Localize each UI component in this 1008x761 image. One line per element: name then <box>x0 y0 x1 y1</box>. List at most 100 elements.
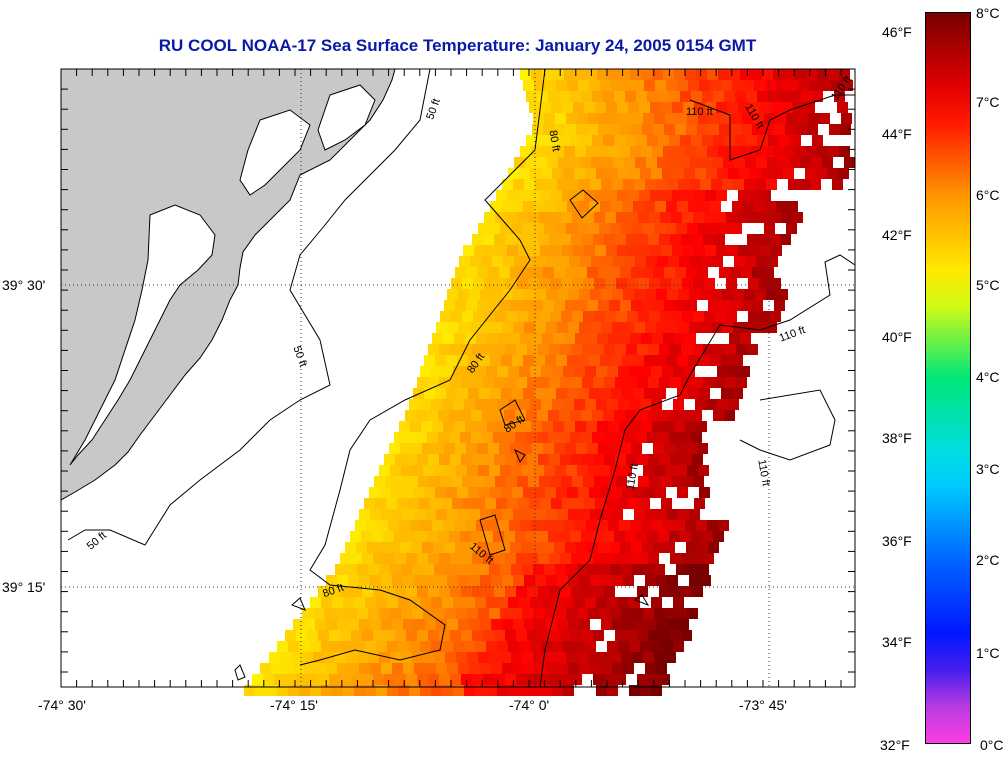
sst-cell <box>570 531 581 542</box>
sst-cell <box>610 564 621 575</box>
sst-cell <box>357 652 368 663</box>
sst-cell <box>244 685 255 696</box>
sst-cell <box>706 399 717 410</box>
sst-cell <box>681 344 692 355</box>
sst-cell <box>354 641 365 652</box>
sst-cell <box>661 498 672 509</box>
sst-cell <box>507 245 518 256</box>
sst-cell <box>497 685 508 696</box>
sst-cell <box>741 124 752 135</box>
sst-cell <box>547 256 558 267</box>
sst-cell <box>600 355 611 366</box>
sst-cell <box>728 399 739 410</box>
sst-cell <box>608 146 619 157</box>
sst-cell <box>444 542 455 553</box>
sst-cell <box>576 124 587 135</box>
sst-cell <box>642 124 653 135</box>
sst-cell <box>648 344 659 355</box>
sst-cell <box>412 652 423 663</box>
sst-cell <box>582 630 593 641</box>
sst-cell <box>581 410 592 421</box>
sst-cell <box>594 278 605 289</box>
sst-cell <box>549 344 560 355</box>
sst-cell <box>615 553 626 564</box>
sst-cell <box>447 663 458 674</box>
sst-cell <box>439 630 450 641</box>
sst-cell <box>395 674 406 685</box>
sst-cell <box>432 421 443 432</box>
sst-cell <box>673 597 684 608</box>
sst-cell <box>471 531 482 542</box>
sst-cell <box>744 289 755 300</box>
sst-cell <box>427 410 438 421</box>
sst-cell <box>676 608 687 619</box>
sst-cell <box>589 355 600 366</box>
sst-cell <box>509 520 520 531</box>
sst-cell <box>707 146 718 157</box>
sst-cell <box>522 564 533 575</box>
sst-cell <box>699 355 710 366</box>
sst-cell <box>757 91 768 102</box>
sst-cell <box>809 80 820 91</box>
sst-cell <box>645 179 656 190</box>
sst-cell <box>527 454 538 465</box>
sst-cell <box>548 531 559 542</box>
sst-cell <box>590 322 601 333</box>
sst-cell <box>640 641 651 652</box>
sst-cell <box>410 520 421 531</box>
sst-cell <box>456 608 467 619</box>
sst-cell <box>619 69 630 80</box>
sst-cell <box>530 366 541 377</box>
sst-cell <box>554 267 565 278</box>
sst-cell <box>512 487 523 498</box>
sst-cell <box>707 69 718 80</box>
sst-cell <box>552 366 563 377</box>
sst-cell <box>578 355 589 366</box>
sst-cell <box>618 641 629 652</box>
sst-cell <box>534 201 545 212</box>
sst-cell <box>343 597 354 608</box>
sst-cell <box>433 542 444 553</box>
sst-cell <box>387 641 398 652</box>
sst-cell <box>664 267 675 278</box>
sst-cell <box>636 531 647 542</box>
sst-cell <box>396 476 407 487</box>
sst-cell <box>768 91 779 102</box>
sst-cell <box>356 542 367 553</box>
sst-cell <box>574 399 585 410</box>
sst-cell <box>675 124 686 135</box>
sst-cell <box>395 454 406 465</box>
sst-cell <box>510 542 521 553</box>
sst-cell <box>395 586 406 597</box>
sst-cell <box>625 410 636 421</box>
sst-cell <box>438 432 449 443</box>
sst-cell <box>504 410 515 421</box>
sst-cell <box>501 355 512 366</box>
sst-cell <box>493 432 504 443</box>
sst-cell <box>285 630 296 641</box>
sst-cell <box>570 432 581 443</box>
sst-cell <box>652 146 663 157</box>
sst-cell <box>565 542 576 553</box>
sst-cell <box>395 553 406 564</box>
sst-cell <box>557 619 568 630</box>
sst-cell <box>567 201 578 212</box>
sst-cell <box>417 377 428 388</box>
sst-cell <box>527 674 538 685</box>
sst-cell <box>359 619 370 630</box>
sst-cell <box>594 212 605 223</box>
sst-cell <box>732 355 743 366</box>
sst-cell <box>603 91 614 102</box>
sst-cell <box>762 69 773 80</box>
sst-cell <box>738 190 749 201</box>
sst-cell <box>575 146 586 157</box>
sst-cell <box>399 520 410 531</box>
sst-cell <box>421 421 432 432</box>
sst-cell <box>432 333 443 344</box>
sst-cell <box>534 388 545 399</box>
sst-cell <box>672 102 683 113</box>
sst-cell <box>520 146 531 157</box>
sst-cell <box>507 190 518 201</box>
sst-cell <box>428 377 439 388</box>
sst-cell <box>656 575 667 586</box>
